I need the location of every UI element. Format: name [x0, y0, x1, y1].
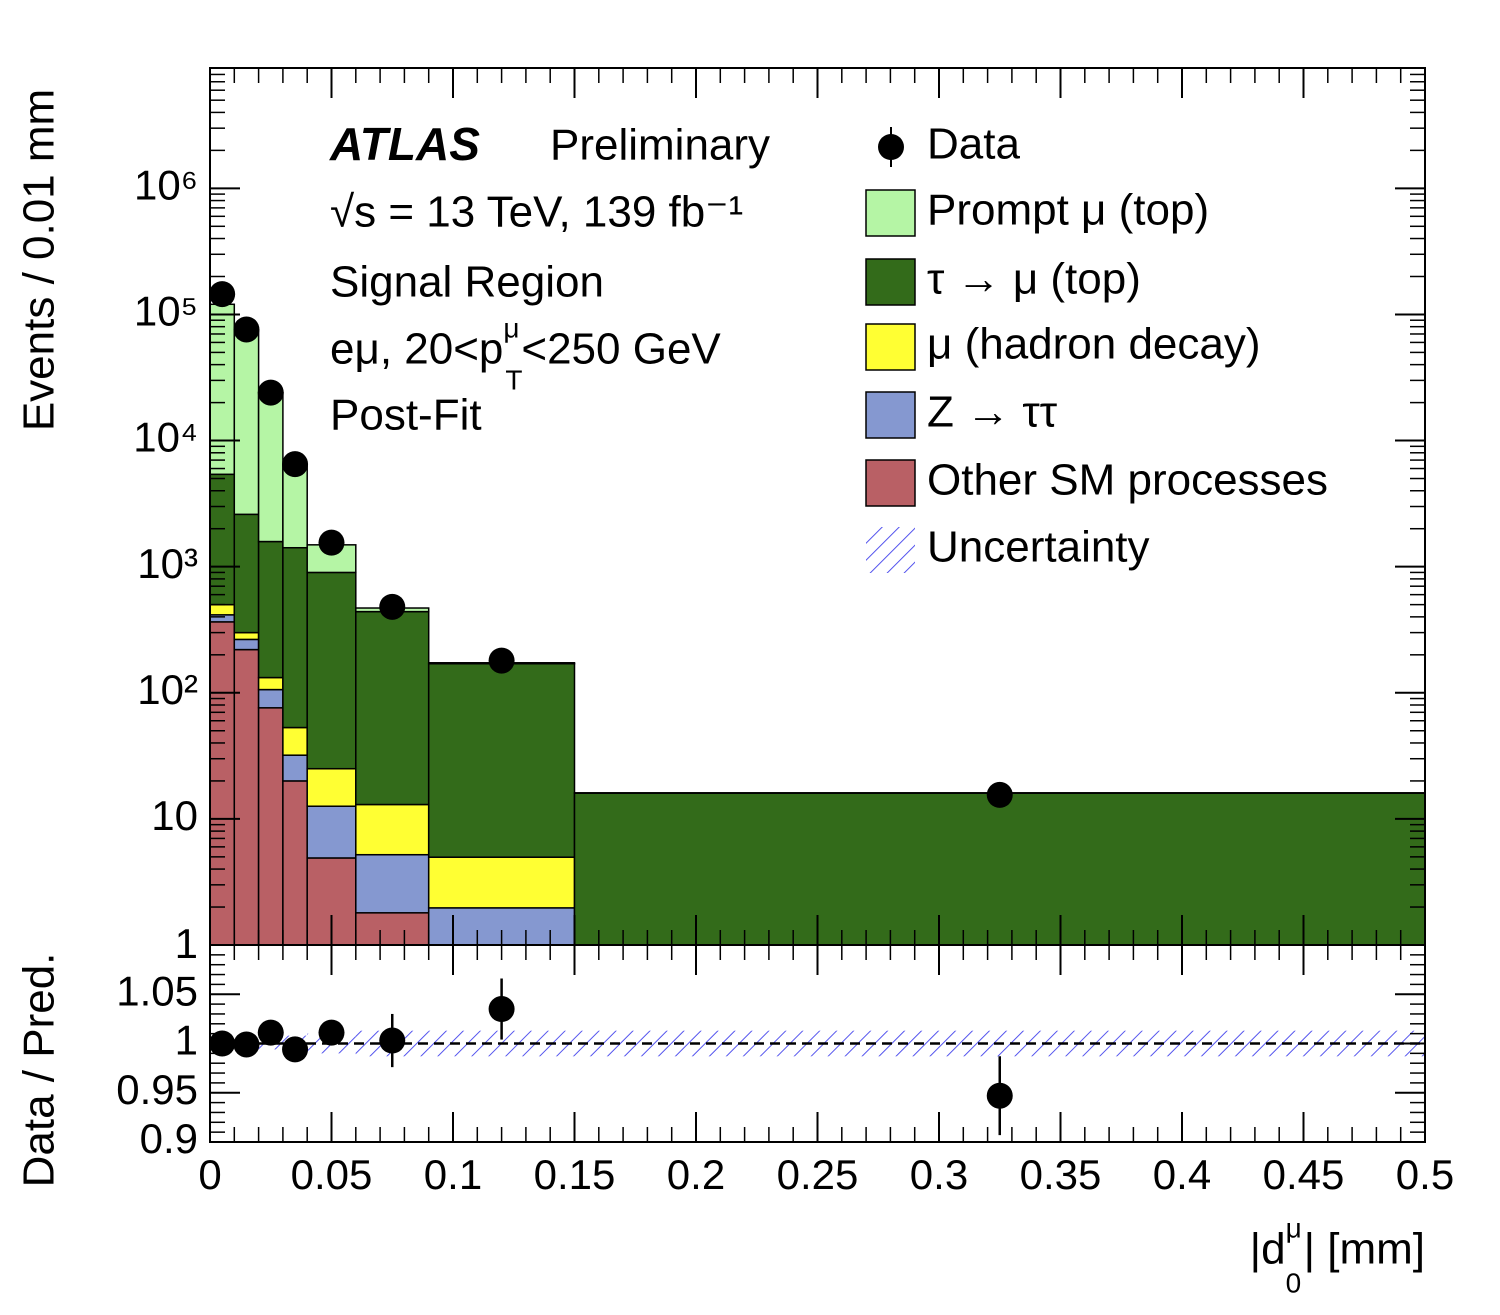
y-axis-label: Data / Pred.: [15, 953, 64, 1188]
selection-sub: T: [505, 364, 522, 395]
stack-segment: [306, 805, 357, 859]
stack-segment: [355, 912, 430, 946]
legend-label: Other SM processes: [927, 456, 1328, 505]
stack-segment: [257, 707, 284, 946]
stack-segment: [282, 780, 308, 946]
x-tick-label: 0.05: [291, 1151, 373, 1198]
ratio-point: [233, 1031, 260, 1058]
stack-segment: [233, 648, 260, 946]
stack-segment: [306, 571, 357, 770]
legend-swatch: [866, 527, 915, 573]
stack-segment: [573, 792, 1426, 946]
selection-label: eμ, 20<p: [330, 325, 503, 374]
stack-segment: [233, 631, 260, 641]
legend-label: Prompt μ (top): [927, 186, 1209, 235]
y-tick-label: 10: [151, 792, 198, 839]
x-axis-label-sub: 0: [1286, 1267, 1302, 1298]
experiment-label: ATLAS: [329, 118, 480, 170]
data-point: [257, 379, 284, 406]
energy-label: √s = 13 TeV, 139 fb⁻¹: [330, 188, 743, 237]
x-tick-label: 0.4: [1153, 1151, 1211, 1198]
data-point: [986, 781, 1013, 808]
legend-swatch: [865, 258, 916, 306]
ratio-point: [318, 1019, 345, 1046]
x-axis-label: | [mm]: [1304, 1225, 1425, 1274]
ratio-point: [379, 1027, 406, 1054]
fit-label: Post-Fit: [330, 391, 482, 440]
y-tick-label: 10⁵: [134, 288, 198, 335]
data-point: [318, 529, 345, 556]
stack-segment: [306, 767, 357, 807]
ratio-point: [986, 1082, 1013, 1109]
stack-segment: [355, 610, 430, 806]
x-axis-label-sup: μ: [1286, 1212, 1302, 1243]
x-tick-label: 0.15: [534, 1151, 616, 1198]
y-tick-label: 10³: [137, 540, 198, 587]
stack-segment: [355, 853, 430, 914]
legend-swatch: [865, 323, 916, 371]
stack-segment: [233, 329, 260, 516]
y-tick-label: 0.95: [116, 1066, 198, 1113]
y-tick-label: 1: [175, 920, 198, 967]
stack-segment: [257, 688, 284, 709]
ratio-point: [257, 1019, 284, 1046]
legend-swatch: [865, 391, 916, 439]
y-tick-label: 10⁴: [133, 414, 198, 461]
x-tick-label: 0.5: [1396, 1151, 1454, 1198]
data-point: [282, 451, 309, 478]
stack-segment: [427, 662, 576, 858]
x-tick-label: 0.25: [777, 1151, 859, 1198]
stack-segment: [209, 621, 236, 946]
stack-segment: [282, 726, 308, 756]
ratio-point: [488, 996, 515, 1023]
data-point: [233, 316, 260, 343]
stack-segment: [209, 603, 236, 616]
legend-marker: [878, 134, 904, 160]
y-tick-label: 1.05: [116, 967, 198, 1014]
x-axis-label-prefix: |d: [1250, 1225, 1286, 1274]
stack-segment: [209, 614, 236, 623]
selection-sup: μ: [503, 312, 519, 343]
legend-swatch: [865, 189, 916, 237]
data-point: [488, 647, 515, 674]
stack-segment: [257, 676, 284, 691]
stack-segment: [257, 540, 284, 679]
x-tick-label: 0.1: [424, 1151, 482, 1198]
x-tick-label: 0.2: [667, 1151, 725, 1198]
stack-segment: [233, 513, 260, 634]
legend-swatch: [865, 459, 916, 507]
legend-label: Uncertainty: [927, 523, 1150, 572]
region-label: Signal Region: [330, 258, 604, 307]
y-tick-label: 0.9: [140, 1115, 198, 1162]
y-axis-label: Events / 0.01 mm: [15, 89, 64, 431]
legend-label: τ → μ (top): [927, 255, 1141, 304]
y-tick-label: 10²: [137, 666, 198, 713]
stack-segment: [427, 856, 576, 909]
selection-suffix: <250 GeV: [521, 325, 721, 374]
status-label: Preliminary: [550, 121, 770, 170]
x-tick-label: 0.35: [1020, 1151, 1102, 1198]
stack-segment: [233, 638, 260, 651]
stack-segment: [282, 463, 308, 549]
stack-segment: [209, 473, 236, 606]
y-tick-label: 1: [175, 1017, 198, 1064]
legend-label: μ (hadron decay): [927, 320, 1261, 369]
data-point: [209, 281, 236, 308]
legend-label: Z → ττ: [927, 388, 1058, 437]
stack-segment: [355, 803, 430, 856]
stack-segment: [257, 391, 284, 543]
stack-segment: [282, 754, 308, 782]
y-tick-label: 10⁶: [134, 161, 198, 208]
ratio-point: [282, 1036, 309, 1063]
x-tick-label: 0: [198, 1151, 221, 1198]
x-tick-label: 0.45: [1263, 1151, 1345, 1198]
stack-segment: [282, 546, 308, 729]
data-point: [379, 593, 406, 620]
x-tick-label: 0.3: [910, 1151, 968, 1198]
stack-segment: [209, 303, 236, 476]
legend-label: Data: [927, 120, 1020, 169]
